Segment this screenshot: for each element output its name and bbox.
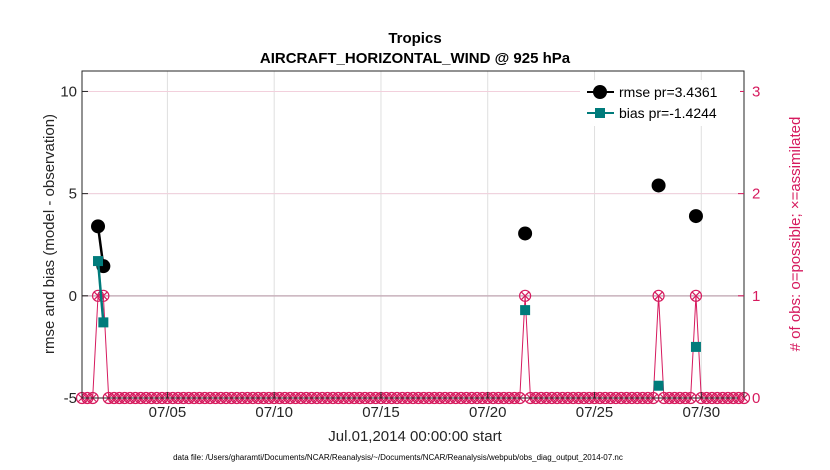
- series-layer: [91, 178, 703, 391]
- x-ticks: 07/05 07/10 07/15 07/20 07/25 07/30: [149, 392, 720, 421]
- legend-bias-marker: [595, 108, 605, 118]
- y-right-tick-label: 1: [752, 288, 760, 305]
- rmse-point: [688, 209, 703, 224]
- bias-point: [690, 341, 701, 352]
- y-axis-label: rmse and bias (model - observation): [41, 114, 58, 354]
- legend-rmse-marker: [593, 85, 607, 99]
- legend: rmse pr=3.4361 bias pr=-1.4244: [580, 80, 740, 126]
- x-tick-label: 07/20: [469, 404, 507, 421]
- legend-rmse-label: rmse pr=3.4361: [619, 84, 718, 100]
- chart-title: Tropics: [388, 30, 441, 47]
- y-tick-label: 0: [69, 288, 77, 305]
- x-axis-label: Jul.01,2014 00:00:00 start: [328, 428, 502, 445]
- rmse-point: [518, 226, 533, 241]
- y-ticks: -5 0 5 10: [60, 83, 88, 407]
- legend-box: [580, 80, 740, 126]
- bias-line-segment: [96, 260, 105, 323]
- x-tick-label: 07/25: [576, 404, 614, 421]
- y-tick-label: 5: [69, 186, 77, 203]
- y-tick-label: 10: [60, 83, 77, 100]
- chart-subtitle: AIRCRAFT_HORIZONTAL_WIND @ 925 hPa: [260, 50, 571, 67]
- bias-point: [520, 305, 531, 316]
- y-right-tick-label: 0: [752, 390, 760, 407]
- data-file-note: data file: /Users/gharamti/Documents/NCA…: [173, 453, 623, 462]
- x-tick-label: 07/30: [683, 404, 721, 421]
- y-right-tick-label: 3: [752, 83, 760, 100]
- x-tick-label: 07/15: [362, 404, 400, 421]
- bias-point: [653, 380, 664, 391]
- plot-frame: [81, 70, 745, 399]
- y-tick-label: -5: [64, 390, 77, 407]
- bias-point: [98, 317, 109, 328]
- rmse-point: [91, 219, 106, 234]
- y-ticks-right: 0 1 2 3: [738, 83, 760, 407]
- legend-bias-label: bias pr=-1.4244: [619, 105, 717, 121]
- x-tick-label: 07/10: [255, 404, 293, 421]
- x-tick-label: 07/05: [149, 404, 187, 421]
- bias-point: [93, 256, 104, 267]
- rmse-point: [651, 178, 666, 193]
- y-right-tick-label: 2: [752, 186, 760, 203]
- y-axis-label-right: # of obs: o=possible; ×=assimilated: [787, 117, 804, 352]
